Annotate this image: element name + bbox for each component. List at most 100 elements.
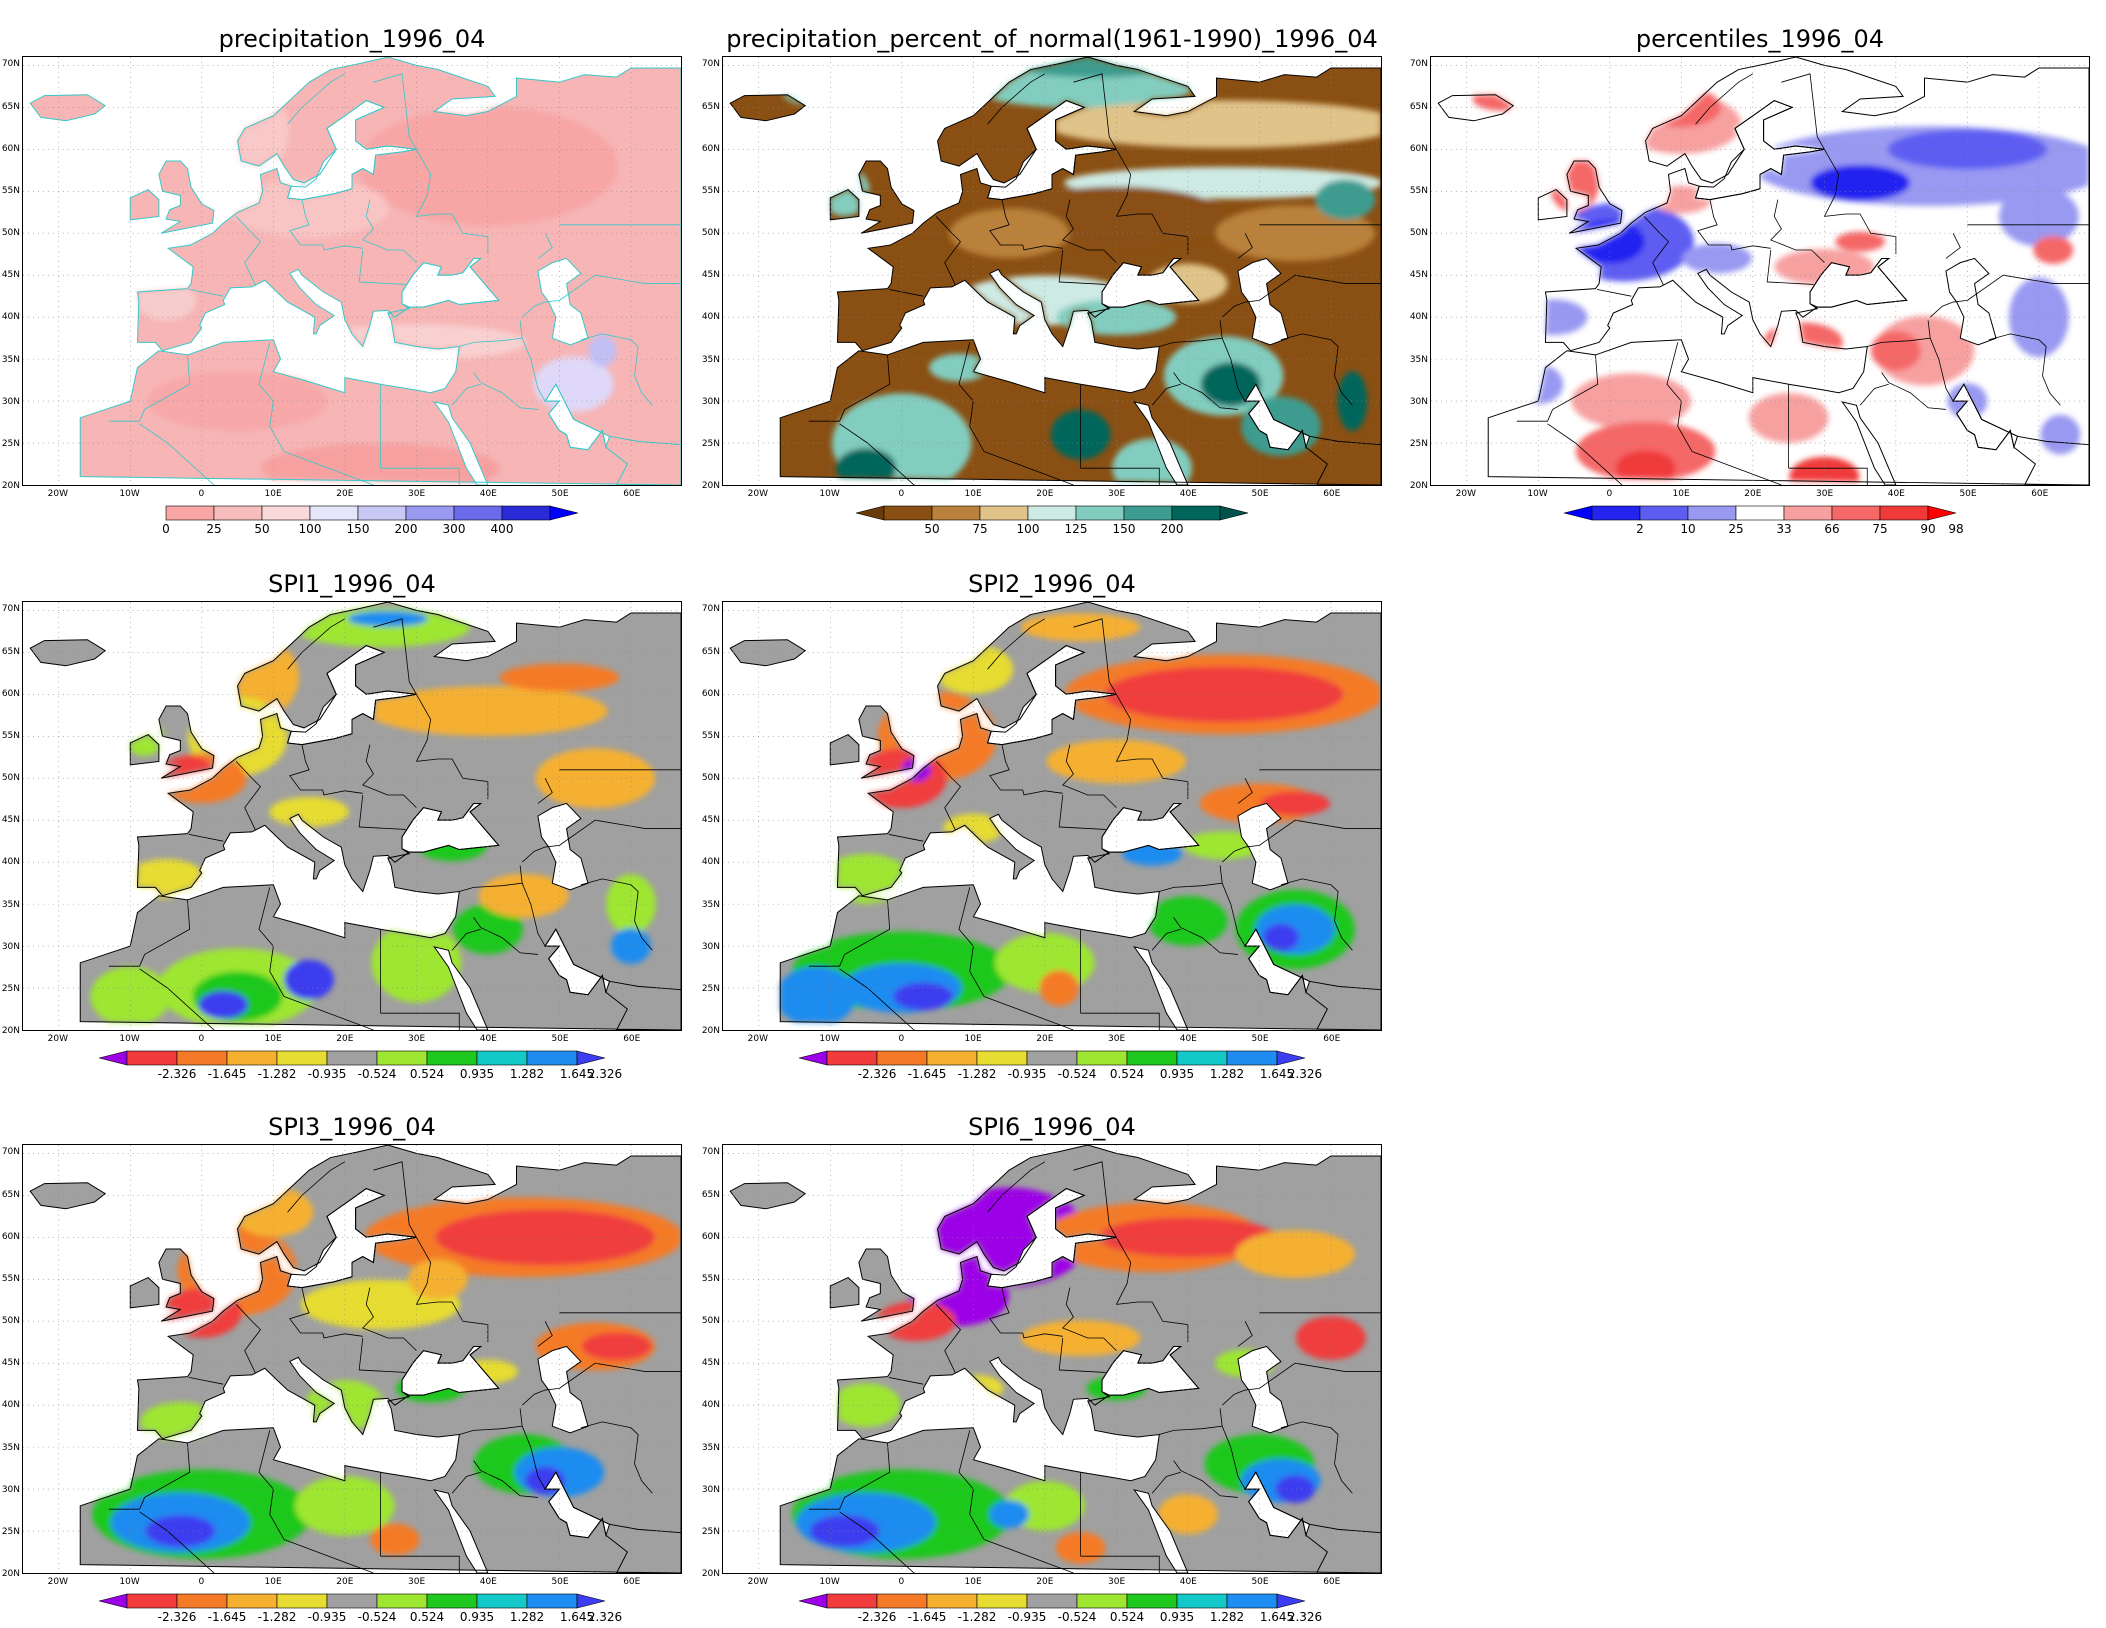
- longitude-tick-label: 10E: [964, 489, 982, 499]
- colorbar-arrow-right: [1276, 1050, 1306, 1066]
- colorbar-cell: [226, 1050, 278, 1066]
- map-plot: [22, 1144, 682, 1574]
- longitude-tick-label: 10E: [264, 1577, 282, 1587]
- colorbar-tick-label: 1.645: [559, 1067, 595, 1081]
- latitude-tick-label: 30N: [1, 1484, 20, 1495]
- latitude-axis: 20N 25N 30N 35N 40N 45N 50N 55N 60N 65N 70N: [700, 56, 722, 491]
- colorbar-arrow-right: [576, 1593, 606, 1609]
- latitude-tick-label: 65N: [701, 1189, 720, 1200]
- colorbar-cell: [1735, 505, 1785, 521]
- colorbar-tick-label: 100: [1016, 522, 1040, 536]
- colorbar-tick-label: 0: [162, 522, 170, 536]
- colorbar-tick-label: 0.524: [409, 1610, 445, 1624]
- latitude-axis: 20N 25N 30N 35N 40N 45N 50N 55N 60N 65N 70N: [0, 1144, 22, 1579]
- latitude-tick-label: 30N: [701, 1484, 720, 1495]
- latitude-tick-label: 60N: [701, 688, 720, 699]
- colorbar-tick-label: -0.935: [307, 1610, 347, 1624]
- latitude-tick-label: 40N: [701, 857, 720, 868]
- map-plot: [722, 1144, 1382, 1574]
- colorbar-cell: [1783, 505, 1833, 521]
- latitude-tick-label: 50N: [701, 228, 720, 239]
- colorbar-tick-label: 2: [1636, 522, 1644, 536]
- latitude-tick-label: 30N: [1, 396, 20, 407]
- latitude-tick-label: 40N: [701, 1400, 720, 1411]
- longitude-tick-label: 20W: [47, 489, 69, 499]
- colorbar-tick-label: -0.524: [1057, 1610, 1097, 1624]
- longitude-tick-label: 50E: [1251, 1034, 1269, 1044]
- colorbar-tick-label: 0.524: [1109, 1067, 1145, 1081]
- latitude-tick-label: 35N: [1, 1442, 20, 1453]
- colorbar-tick-label: 0.935: [459, 1610, 495, 1624]
- colorbar-legend: 2 10 25 33 66 75 90 98: [1563, 505, 1964, 540]
- panel-spi2: SPI2_1996_04 20N 25N 30N 35N 40N 45N 50N 55N 60N 6…: [700, 567, 1390, 1081]
- colorbar-tick-label: -1.645: [907, 1610, 947, 1624]
- colorbar-tick-label: 10: [1680, 522, 1696, 536]
- colorbar-tick-label: 1.282: [1209, 1067, 1245, 1081]
- longitude-tick-label: 30E: [1107, 1034, 1126, 1044]
- latitude-tick-label: 45N: [1, 270, 20, 281]
- colorbar-cell: [876, 1050, 928, 1066]
- colorbar-arrow-right: [1219, 505, 1249, 521]
- colorbar-cell: [261, 505, 311, 521]
- longitude-tick-label: 0: [898, 489, 905, 499]
- colorbar-tick-label: -1.645: [907, 1067, 947, 1081]
- longitude-tick-label: 20E: [336, 489, 354, 499]
- longitude-tick-label: 30E: [1107, 1577, 1126, 1587]
- longitude-tick-label: 30E: [407, 489, 426, 499]
- colorbar-tick-label: 400: [490, 522, 514, 536]
- colorbar-legend: 0 25 50 100 150 200 300 400: [162, 505, 579, 540]
- longitude-tick-label: 10W: [119, 1577, 140, 1587]
- colorbar-tick-label: 25: [1728, 522, 1744, 536]
- colorbar-legend: -2.326 -1.645 -1.282 -0.935 -0.524 0.524 0.935…: [98, 1593, 622, 1628]
- latitude-tick-label: 20N: [1409, 481, 1428, 491]
- longitude-tick-label: 10W: [819, 489, 840, 499]
- panel-title: SPI1_1996_04: [268, 570, 436, 598]
- colorbar-cell: [1026, 1593, 1078, 1609]
- longitude-tick-label: 30E: [407, 1577, 426, 1587]
- latitude-tick-label: 50N: [1409, 228, 1428, 239]
- longitude-axis: 20W 10W 0 10E 20E 30E 40E 50E 60E: [722, 1577, 1382, 1589]
- latitude-tick-label: 20N: [701, 481, 720, 491]
- longitude-tick-label: 60E: [1323, 489, 1341, 499]
- colorbar-cell: [476, 1593, 528, 1609]
- latitude-tick-label: 20N: [701, 1569, 720, 1579]
- latitude-tick-label: 30N: [1409, 396, 1428, 407]
- colorbar-cell: [1226, 1050, 1278, 1066]
- longitude-tick-label: 20E: [1744, 489, 1762, 499]
- longitude-tick-label: 10W: [1527, 489, 1548, 499]
- colorbar-tick-label: -2.326: [157, 1610, 197, 1624]
- latitude-tick-label: 25N: [701, 983, 720, 994]
- panel-title: precipitation_percent_of_normal(1961-199…: [726, 25, 1378, 53]
- latitude-tick-label: 70N: [1, 604, 20, 615]
- longitude-tick-label: 10W: [819, 1034, 840, 1044]
- latitude-tick-label: 25N: [1409, 438, 1428, 449]
- latitude-tick-label: 40N: [701, 312, 720, 323]
- latitude-tick-label: 30N: [1, 941, 20, 952]
- colorbar-tick-label: 2.326: [1287, 1067, 1323, 1081]
- longitude-tick-label: 60E: [623, 1034, 641, 1044]
- colorbar-tick-label: 0.935: [1159, 1610, 1195, 1624]
- latitude-tick-label: 60N: [1, 143, 20, 154]
- colorbar-tick-label: 0.935: [1159, 1067, 1195, 1081]
- latitude-tick-label: 55N: [701, 730, 720, 741]
- latitude-tick-label: 25N: [701, 1526, 720, 1537]
- colorbar-cell: [1176, 1050, 1228, 1066]
- colorbar-cell: [1171, 505, 1221, 521]
- longitude-axis: 20W 10W 0 10E 20E 30E 40E 50E 60E: [722, 489, 1382, 501]
- latitude-axis: 20N 25N 30N 35N 40N 45N 50N 55N 60N 65N 70N: [700, 601, 722, 1036]
- colorbar-cell: [405, 505, 455, 521]
- panel-spi1: SPI1_1996_04 20N 25N 30N 35N 40N 45N 50N 55N 60N 6…: [0, 567, 690, 1081]
- latitude-tick-label: 45N: [1409, 270, 1428, 281]
- longitude-tick-label: 60E: [623, 489, 641, 499]
- latitude-tick-label: 65N: [701, 646, 720, 657]
- colorbar-cell: [1176, 1593, 1228, 1609]
- colorbar-tick-label: 1.645: [1259, 1067, 1295, 1081]
- map-plot: [22, 56, 682, 486]
- longitude-tick-label: 20W: [1455, 489, 1477, 499]
- latitude-tick-label: 70N: [1, 59, 20, 70]
- colorbar-tick-label: 66: [1824, 522, 1840, 536]
- map-plot: [722, 56, 1382, 486]
- colorbar-cell: [376, 1050, 428, 1066]
- colorbar-tick-label: -1.282: [957, 1067, 997, 1081]
- latitude-tick-label: 30N: [701, 941, 720, 952]
